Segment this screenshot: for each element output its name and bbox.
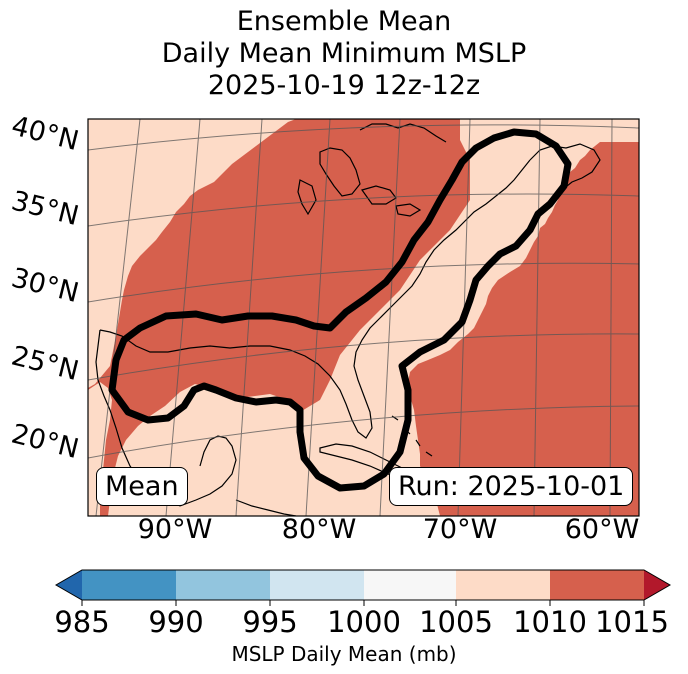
colorbar-segment-985-990 bbox=[82, 570, 176, 600]
lon-line-65 bbox=[533, 119, 541, 516]
map-panel bbox=[88, 119, 639, 516]
colorbar bbox=[54, 569, 672, 606]
colorbar-tick-1010: 1010 bbox=[513, 605, 587, 639]
lon-label-90w: 90°W bbox=[137, 514, 213, 545]
run-label: Run: 2025-10-01 bbox=[389, 467, 634, 506]
colorbar-segment-990-995 bbox=[176, 570, 270, 600]
colorbar-segment-1000-1005 bbox=[364, 570, 456, 600]
field-1010-1015 bbox=[88, 119, 639, 516]
ensemble-contour bbox=[108, 128, 572, 492]
lon-line-75 bbox=[379, 119, 401, 516]
lon-label-70w: 70°W bbox=[422, 514, 498, 545]
chart-title: Ensemble Mean Daily Mean Minimum MSLP 20… bbox=[0, 6, 688, 102]
lat-line-30 bbox=[88, 262, 639, 303]
colorbar-segment-1005-1010 bbox=[456, 570, 550, 600]
light-patch-west bbox=[88, 382, 112, 516]
lon-label-60w: 60°W bbox=[564, 514, 640, 545]
colorbar-title: MSLP Daily Mean (mb) bbox=[231, 642, 457, 666]
colorbar-tick-995: 995 bbox=[242, 605, 298, 639]
colorbar-segment-995-1000 bbox=[270, 570, 364, 600]
graticule bbox=[88, 119, 639, 516]
lon-line-60 bbox=[609, 119, 613, 516]
colorbar-tick-985: 985 bbox=[54, 605, 110, 639]
mean-label: Mean bbox=[96, 467, 188, 506]
lon-line-95 bbox=[95, 119, 141, 516]
map-frame bbox=[87, 118, 640, 517]
lon-label-80w: 80°W bbox=[281, 514, 357, 545]
lat-line-40 bbox=[88, 124, 639, 151]
colorbar-tick-1000: 1000 bbox=[327, 605, 401, 639]
colorbar-ticks bbox=[81, 600, 645, 606]
title-line-3: 2025-10-19 12z-12z bbox=[207, 70, 481, 101]
title-line-2: Daily Mean Minimum MSLP bbox=[161, 38, 527, 69]
colorbar-tick-1015: 1015 bbox=[595, 605, 669, 639]
coastline-yucatan bbox=[179, 435, 237, 507]
lon-line-80 bbox=[305, 119, 331, 516]
colorbar-tick-990: 990 bbox=[148, 605, 204, 639]
colorbar-under-arrow bbox=[56, 570, 82, 600]
coastline-gulf-us bbox=[99, 159, 531, 439]
title-line-1: Ensemble Mean bbox=[236, 6, 452, 37]
colorbar-over-arrow bbox=[644, 570, 670, 600]
lat-line-20 bbox=[88, 405, 639, 459]
colorbar-tick-1005: 1005 bbox=[419, 605, 493, 639]
colorbar-segment-1010-1015 bbox=[550, 570, 644, 600]
lat-line-25 bbox=[88, 333, 639, 381]
coastline-central-america bbox=[235, 499, 297, 516]
